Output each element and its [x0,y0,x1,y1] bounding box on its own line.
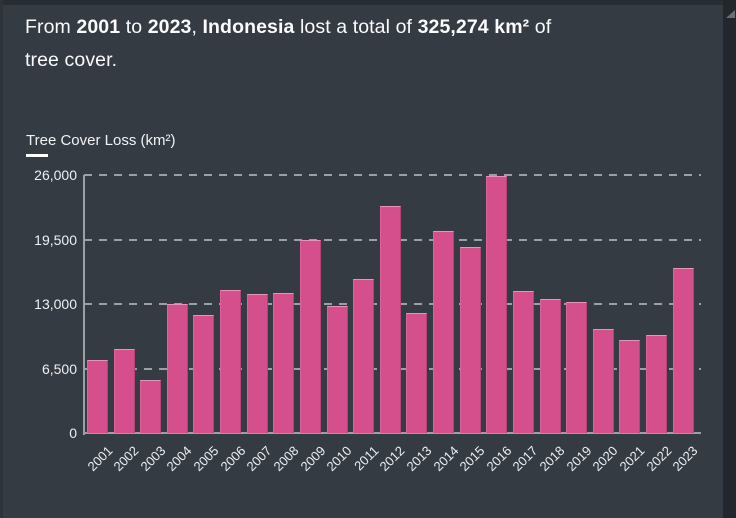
bar-2014[interactable] [433,230,455,433]
y-axis-line [83,175,85,435]
x-tick-label-2014: 2014 [430,443,462,475]
bar-2004[interactable] [166,304,188,433]
x-tick-label-2013: 2013 [403,443,435,475]
bar-2023[interactable] [672,268,694,433]
summary-text: to [120,16,148,38]
x-tick-label-2012: 2012 [376,443,408,475]
summary-text: From [25,16,77,38]
x-tick-label-2003: 2003 [137,443,169,475]
bar-2007[interactable] [246,294,268,433]
gridline-26000 [84,174,701,176]
summary-highlight: 2001 [76,16,121,38]
bar-2020[interactable] [592,328,614,433]
summary-highlight: Indonesia [202,16,295,38]
x-tick-label-2018: 2018 [536,443,568,475]
scrollbar-track[interactable] [723,0,736,518]
axis-title-underline [26,154,48,157]
bar-2019[interactable] [566,302,588,433]
summary-text: , [191,16,203,38]
x-tick-label-2008: 2008 [270,443,302,475]
x-tick-label-2015: 2015 [456,443,488,475]
scrollbar-grip-icon[interactable] [726,10,735,18]
y-tick-label: 26,000 [34,167,77,183]
summary-text: of [529,16,552,38]
bar-2013[interactable] [406,312,428,433]
left-edge-border [0,0,3,518]
bar-2016[interactable] [486,175,508,433]
y-tick-label: 6,500 [41,360,77,377]
x-tick-label-2022: 2022 [643,443,675,475]
x-tick-label-2004: 2004 [163,443,195,475]
x-tick-label-2021: 2021 [616,443,648,475]
x-tick-label-2007: 2007 [243,443,275,475]
summary-highlight: 2023 [147,16,192,38]
x-tick-label-2009: 2009 [297,443,329,475]
bar-2011[interactable] [353,279,375,433]
summary-highlight: 325,274 km² [417,16,530,38]
bar-2015[interactable] [459,247,481,433]
bar-2002[interactable] [113,348,135,433]
summary-text: tree cover. [25,49,118,71]
x-tick-label-2006: 2006 [217,443,249,475]
bar-2010[interactable] [326,305,348,433]
bar-2012[interactable] [379,205,401,433]
x-tick-label-2001: 2001 [84,443,116,475]
bar-2003[interactable] [140,380,162,433]
summary-sentence: From 2001 to 2023, Indonesia lost a tota… [25,11,705,77]
x-axis-line [84,432,701,434]
bar-2008[interactable] [273,293,295,433]
summary-text: lost a total of [294,16,418,38]
summary-line-1: From 2001 to 2023, Indonesia lost a tota… [25,11,705,44]
bar-2001[interactable] [87,359,108,433]
x-tick-label-2020: 2020 [589,443,621,475]
summary-line-2: tree cover. [25,44,705,77]
bar-2017[interactable] [512,291,534,433]
x-tick-label-2005: 2005 [190,443,222,475]
x-tick-label-2023: 2023 [669,443,701,475]
x-tick-label-2017: 2017 [509,443,542,475]
x-tick-label-2002: 2002 [110,443,142,475]
y-axis-title: Tree Cover Loss (km²) [26,132,176,149]
x-tick-label-2010: 2010 [323,443,355,475]
x-tick-label-2019: 2019 [563,443,595,475]
bar-2009[interactable] [299,239,321,433]
y-tick-label: 19,500 [34,231,77,248]
y-tick-label: 0 [69,425,77,441]
bar-2006[interactable] [220,290,242,433]
x-tick-label-2011: 2011 [350,443,382,474]
y-tick-label: 13,000 [34,296,77,312]
bar-2021[interactable] [619,339,641,433]
x-tick-label-2016: 2016 [483,443,515,475]
bar-2022[interactable] [646,334,668,433]
bar-2018[interactable] [539,299,561,433]
top-edge-border [0,0,736,5]
bar-2005[interactable] [193,314,215,433]
